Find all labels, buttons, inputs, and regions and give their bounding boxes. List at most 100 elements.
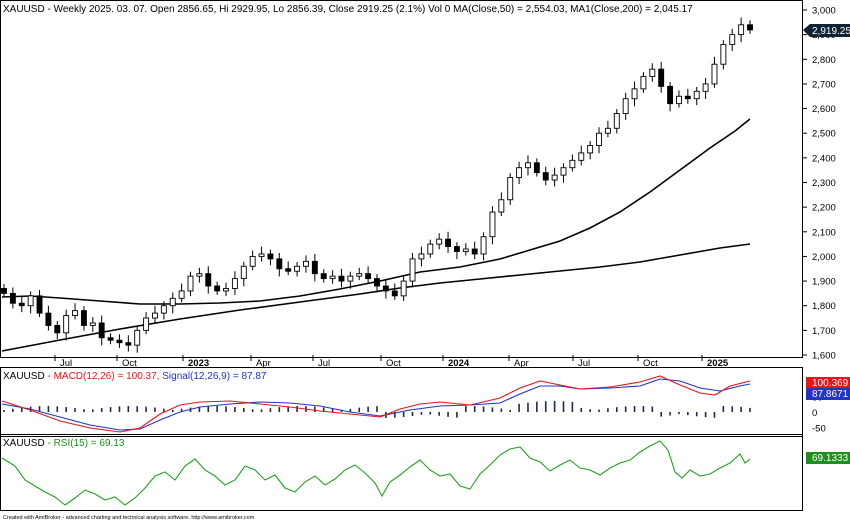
x-tick-label: Apr	[256, 358, 271, 369]
candle-up	[702, 83, 709, 92]
macd-histogram-bar	[615, 407, 618, 412]
candle-down	[107, 337, 114, 341]
candle-up	[196, 273, 203, 277]
price-tick-label: 1,700	[812, 326, 836, 337]
macd-badge: 100.369	[806, 377, 850, 389]
macd-histogram-bar	[198, 406, 201, 412]
candle-down	[116, 339, 123, 344]
macd-header-signal: Signal(12,26,9) = 87.87	[159, 371, 266, 382]
candle-up	[294, 265, 301, 272]
candle-up	[649, 68, 656, 77]
macd-histogram-bar	[251, 409, 254, 412]
candle-up	[738, 24, 745, 36]
price-header-ma200: MA1(Close,200) = 2,045.17	[567, 4, 693, 15]
panel-frames	[0, 0, 803, 511]
macd-histogram-bar	[322, 407, 325, 412]
macd-histogram-bar	[456, 412, 458, 418]
candle-up	[143, 317, 150, 331]
macd-histogram-bar	[234, 407, 236, 412]
macd-histogram-bar	[296, 406, 298, 412]
macd-histogram-bar	[127, 406, 130, 412]
x-tick-label: Oct	[386, 358, 401, 369]
candle-down	[125, 342, 132, 346]
macd-histogram-bar	[65, 407, 67, 412]
x-tick-label: Oct	[122, 358, 137, 369]
price-tick-label: 1,800	[812, 301, 836, 312]
macd-histogram-bar	[171, 409, 174, 412]
macd-histogram-bar	[331, 408, 334, 412]
candle-up	[329, 275, 336, 280]
macd-histogram-bar	[180, 408, 183, 412]
price-tick-label: 2,400	[812, 153, 836, 164]
candle-down	[542, 172, 549, 181]
candle-up	[63, 315, 70, 334]
macd-histogram-bar	[100, 408, 103, 412]
candle-up	[551, 174, 558, 181]
x-tick-label: 2025	[707, 358, 729, 369]
candle-up	[525, 162, 531, 169]
macd-histogram-bar	[651, 406, 654, 412]
candle-up	[693, 90, 700, 100]
candle-up	[169, 297, 176, 307]
macd-histogram-bar	[500, 408, 503, 412]
candle-up	[436, 238, 443, 245]
macd-histogram-bar	[314, 406, 316, 412]
macd-histogram-bar	[242, 408, 245, 412]
macd-histogram-bar	[92, 409, 94, 412]
price-tick-label: 2,800	[812, 55, 836, 66]
macd-histogram-bar	[136, 406, 139, 412]
candle-up	[160, 305, 167, 314]
macd-histogram-bar	[518, 403, 520, 412]
macd-histogram-bar	[580, 407, 583, 412]
candle-down	[471, 248, 478, 255]
x-tick-label: Jul	[318, 358, 330, 369]
price-header-symbol: XAUUSD	[3, 4, 45, 15]
macd-histogram-bar	[473, 406, 476, 412]
candle-up	[223, 288, 229, 292]
x-tick-label: Jul	[60, 358, 72, 369]
macd-badge-text: 100.369	[812, 378, 849, 389]
candle-down	[285, 268, 292, 272]
macd-histogram-bar	[598, 409, 600, 412]
candle-down	[54, 324, 61, 334]
macd-histogram-bar	[678, 412, 680, 415]
macd-histogram-bar	[216, 406, 218, 412]
candle-down	[214, 285, 221, 292]
price-panel-frame	[0, 0, 803, 358]
macd-histogram-bar	[633, 406, 636, 412]
candle-up	[604, 127, 611, 134]
candle-down	[667, 85, 674, 105]
macd-panel-frame	[0, 367, 803, 437]
macd-histogram-bar	[12, 408, 14, 412]
macd-histogram-bar	[358, 407, 361, 412]
candle-down	[533, 162, 540, 174]
x-axis: Jul Oct 2023 Apr Jul Oct 2024 Apr Jul Oct 2025	[54, 355, 729, 369]
macd-histogram-bar	[56, 406, 59, 412]
candle-up	[507, 177, 514, 201]
price-tick-label: 3,000	[812, 6, 836, 17]
candle-down	[658, 68, 665, 87]
price-tick-label: 2,300	[812, 178, 836, 189]
candle-up	[622, 98, 629, 114]
candle-up	[89, 322, 96, 326]
macd-histogram-bar	[340, 409, 343, 412]
candle-up	[569, 159, 576, 169]
macd-histogram-bar	[47, 406, 50, 412]
candle-up	[249, 255, 256, 267]
macd-histogram-bar	[269, 408, 272, 412]
macd-histogram	[3, 401, 751, 418]
price-axis: 3,0002,9002,8002,7002,6002,5002,4002,300…	[803, 6, 836, 362]
signal-badge: 87.8671	[806, 388, 850, 400]
price-tick-label: 1,600	[812, 351, 836, 362]
macd-header-macd: - MACD(12,26) = 100.37,	[45, 371, 160, 382]
candle-down	[365, 273, 372, 280]
rsi-line	[1, 440, 751, 506]
candle-up	[187, 275, 194, 292]
candle-up	[711, 63, 718, 85]
macd-histogram-bar	[660, 412, 662, 417]
candle-down	[267, 253, 274, 260]
macd-histogram-bar	[287, 406, 289, 412]
rsi-panel-frame	[0, 434, 803, 511]
candle-up	[240, 265, 247, 280]
macd-histogram-bar	[402, 412, 405, 418]
